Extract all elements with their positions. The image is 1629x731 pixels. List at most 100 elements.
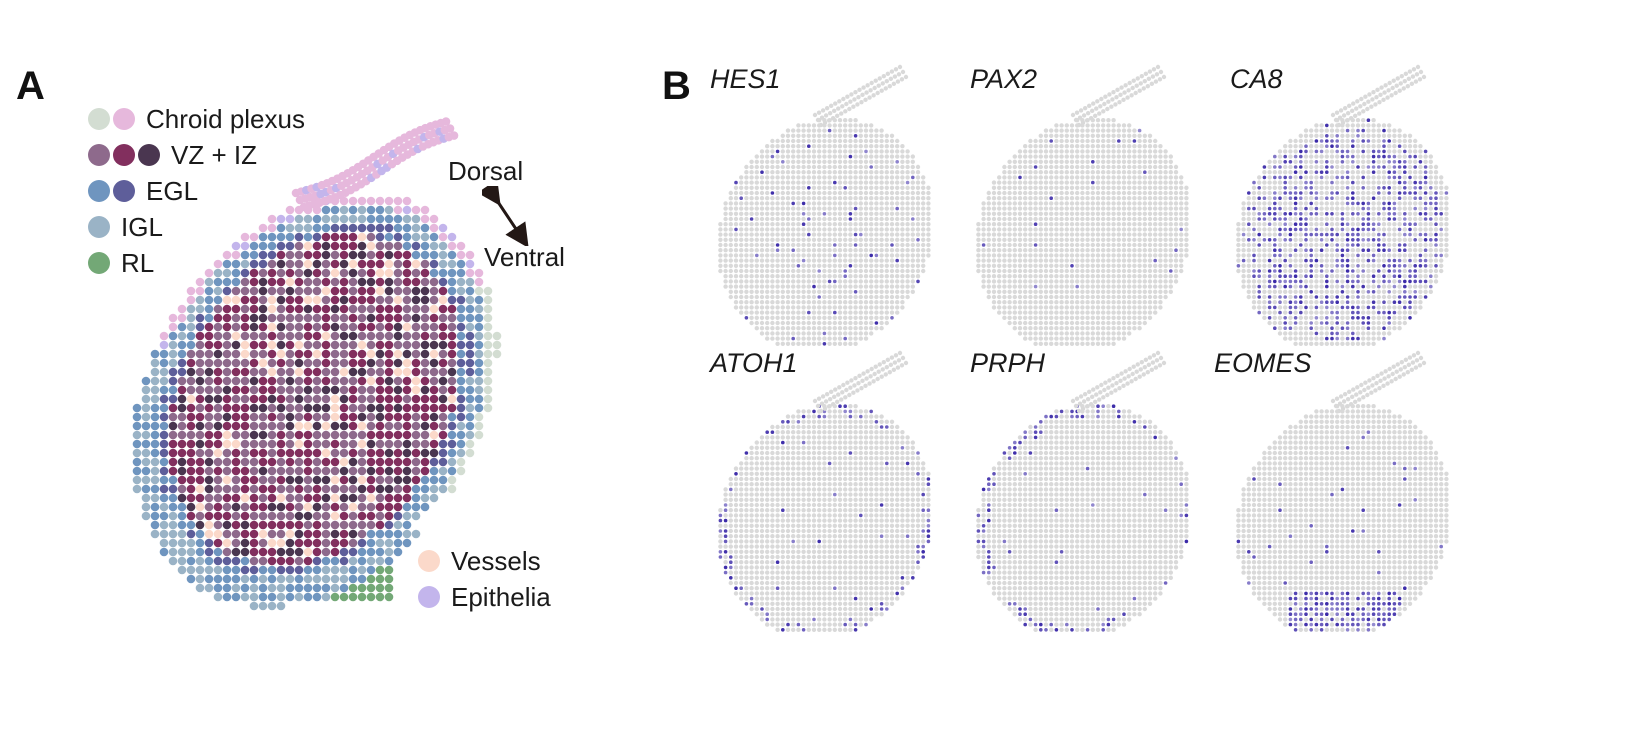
- background-spot: [785, 310, 791, 315]
- background-spot: [1043, 268, 1049, 274]
- background-spot: [785, 190, 791, 196]
- background-spot: [1064, 274, 1069, 279]
- background-spot: [837, 211, 843, 216]
- background-spot: [1168, 180, 1173, 185]
- background-spot: [1085, 310, 1090, 315]
- tissue-spot: [321, 421, 331, 431]
- tissue-spot: [321, 385, 331, 395]
- tissue-spot: [231, 448, 241, 458]
- tissue-spot: [177, 484, 187, 494]
- background-spot: [1017, 190, 1023, 196]
- tissue-spot: [177, 529, 187, 539]
- background-spot: [806, 300, 811, 305]
- tissue-spot: [411, 313, 421, 323]
- tissue-spot: [177, 340, 187, 350]
- tissue-spot: [420, 205, 430, 215]
- expression-spot: [843, 269, 847, 273]
- tissue-spot: [276, 583, 286, 593]
- background-spot: [827, 320, 832, 326]
- tissue-spot: [393, 286, 403, 296]
- tissue-spot: [159, 511, 169, 521]
- background-spot: [1028, 253, 1033, 258]
- tissue-spot: [222, 547, 232, 557]
- background-spot: [1397, 128, 1402, 133]
- background-spot: [796, 268, 801, 274]
- background-spot: [1106, 206, 1111, 211]
- background-spot: [1257, 190, 1262, 196]
- background-spot: [1054, 300, 1059, 305]
- background-spot: [1033, 170, 1038, 175]
- tissue-spot: [366, 349, 376, 359]
- tissue-spot: [384, 448, 394, 458]
- expression-spot: [1304, 170, 1308, 174]
- background-spot: [817, 128, 822, 133]
- background-spot: [1137, 237, 1142, 242]
- background-spot: [1168, 263, 1173, 268]
- background-spot: [1085, 284, 1090, 289]
- background-spot: [1153, 154, 1158, 159]
- expression-spot: [916, 238, 920, 242]
- background-spot: [889, 227, 895, 232]
- tissue-spot: [411, 484, 421, 494]
- tissue-spot: [159, 475, 169, 485]
- tissue-spot: [375, 502, 385, 512]
- background-spot: [1080, 248, 1085, 253]
- tissue-spot: [411, 259, 421, 269]
- background-spot: [775, 331, 780, 336]
- tissue-spot: [438, 304, 448, 314]
- background-spot: [1179, 222, 1184, 227]
- background-spot: [822, 180, 827, 185]
- tissue-spot: [375, 466, 385, 476]
- background-spot: [856, 94, 861, 100]
- tissue-spot: [312, 358, 322, 368]
- background-spot: [1179, 248, 1184, 253]
- background-spot: [1116, 274, 1121, 279]
- background-spot: [828, 103, 834, 109]
- background-spot: [1101, 196, 1106, 201]
- background-spot: [754, 274, 759, 279]
- tissue-spot: [276, 322, 286, 332]
- background-spot: [1121, 284, 1127, 289]
- background-spot: [728, 242, 733, 248]
- background-spot: [1101, 180, 1106, 185]
- tissue-spot: [168, 502, 178, 512]
- tissue-spot: [150, 448, 160, 458]
- tissue-spot: [258, 511, 268, 521]
- background-spot: [775, 175, 780, 180]
- background-spot: [1049, 216, 1054, 222]
- background-spot: [1090, 222, 1095, 227]
- background-spot: [723, 253, 728, 258]
- background-spot: [1340, 185, 1345, 190]
- background-spot: [879, 216, 884, 222]
- background-spot: [1002, 201, 1007, 206]
- tissue-spot: [249, 403, 259, 413]
- tissue-spot: [294, 484, 304, 494]
- tissue-spot: [420, 286, 430, 296]
- background-spot: [765, 310, 770, 315]
- background-spot: [1116, 336, 1121, 341]
- background-spot: [1054, 154, 1059, 159]
- background-spot: [1101, 227, 1106, 232]
- tissue-spot: [366, 565, 376, 575]
- tissue-spot: [465, 331, 475, 341]
- tissue-spot: [420, 412, 430, 422]
- background-spot: [1075, 294, 1080, 300]
- tissue-spot: [456, 421, 466, 431]
- background-spot: [1059, 123, 1064, 128]
- background-spot: [1033, 227, 1038, 232]
- background-spot: [1137, 201, 1142, 206]
- background-spot: [1092, 113, 1098, 119]
- background-spot: [1012, 274, 1017, 279]
- tissue-spot: [168, 367, 178, 377]
- background-spot: [1054, 305, 1059, 310]
- tissue-spot: [249, 520, 259, 530]
- background-spot: [1049, 253, 1054, 258]
- orientation-dorsal-label: Dorsal: [448, 156, 524, 186]
- background-spot: [848, 128, 853, 133]
- background-spot: [827, 133, 832, 138]
- tissue-spot: [186, 475, 196, 485]
- background-spot: [1080, 336, 1085, 341]
- background-spot: [858, 268, 863, 274]
- background-spot: [775, 326, 780, 331]
- background-spot: [1288, 185, 1293, 190]
